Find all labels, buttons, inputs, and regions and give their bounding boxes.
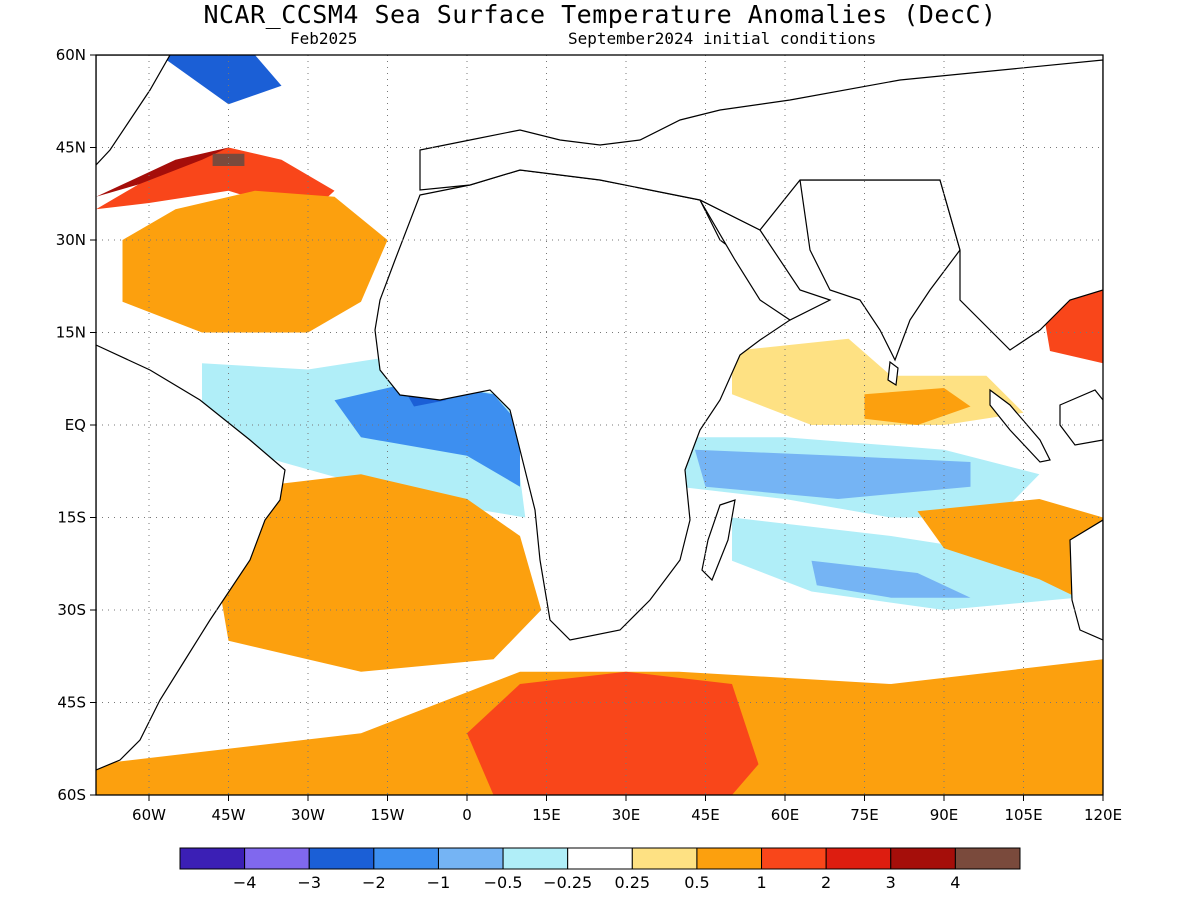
madagascar-coastline xyxy=(701,499,736,582)
colorbar-label: 2 xyxy=(821,873,831,892)
eurasia-coastline xyxy=(419,59,1103,351)
lon-label: 45W xyxy=(212,806,246,824)
lat-label: 60S xyxy=(57,786,86,804)
north-america-coastline xyxy=(96,55,171,166)
lon-label: 90E xyxy=(930,806,959,824)
colorbar-label: −3 xyxy=(297,873,321,892)
colorbar-swatch xyxy=(502,847,569,870)
longitude-labels: 60W 45W 30W 15W 0 15E 30E 45E 60E 75E 90E 105E 120E xyxy=(132,795,1122,824)
colorbar-label: −0.5 xyxy=(484,873,523,892)
anomaly-fields xyxy=(96,55,1103,795)
anomaly-region-agulhas-return xyxy=(467,671,759,795)
colorbar-swatch xyxy=(244,847,310,870)
lon-label: 0 xyxy=(462,806,472,824)
anomaly-region-labrador-sea xyxy=(159,55,282,105)
colorbar-swatch xyxy=(825,847,892,870)
lat-label: 60N xyxy=(56,46,86,64)
colorbar-swatch xyxy=(954,847,1021,870)
colorbar-swatch xyxy=(373,847,439,870)
lon-label: 105E xyxy=(1004,806,1042,824)
colorbar-label: −4 xyxy=(233,873,257,892)
lon-label: 60W xyxy=(132,806,166,824)
colorbar-label: 1 xyxy=(756,873,766,892)
colorbar-label: −0.25 xyxy=(543,873,592,892)
colorbar-swatch xyxy=(696,847,763,870)
anomaly-region-south-atlantic xyxy=(212,474,542,672)
anomaly-region-south-indian-core xyxy=(811,560,971,598)
anomaly-region-gulf-of-guinea xyxy=(334,381,520,487)
colorbar-swatch xyxy=(631,847,698,870)
sri-lanka-coastline xyxy=(887,360,899,387)
lat-label: 15S xyxy=(57,509,86,527)
anomaly-region-south-indian-band xyxy=(732,517,1077,610)
lon-label: 120E xyxy=(1084,806,1122,824)
australia-coastline xyxy=(1069,519,1103,641)
colorbar-label: 0.5 xyxy=(684,873,709,892)
anomaly-region-gulf-stream-core xyxy=(96,147,229,197)
south-america-coastline xyxy=(96,344,286,771)
lon-label: 60E xyxy=(771,806,800,824)
sumatra-coastline xyxy=(989,388,1051,463)
colorbar-label: 3 xyxy=(886,873,896,892)
colorbar-label: 4 xyxy=(950,873,960,892)
colorbar-swatch xyxy=(761,847,827,870)
anomaly-region-southeast-indian xyxy=(917,499,1103,610)
colorbar-swatch xyxy=(179,847,246,870)
colorbar-swatch xyxy=(437,847,504,870)
colorbar-label: −1 xyxy=(427,873,451,892)
lat-label: EQ xyxy=(65,416,86,434)
lat-label: 15N xyxy=(56,324,86,342)
lon-label: 15W xyxy=(371,806,405,824)
anomaly-region-central-indian-core xyxy=(694,449,971,499)
colorbar-swatch xyxy=(308,847,375,870)
arabia-coastline xyxy=(698,198,832,321)
colorbar-label: 0.25 xyxy=(614,873,650,892)
valid-month-label: Feb2025 xyxy=(290,29,358,48)
lon-label: 30E xyxy=(612,806,641,824)
anomaly-region-north-atlantic-subtropics xyxy=(122,190,388,333)
init-conditions-label: September2024 initial conditions xyxy=(568,29,877,48)
lon-label: 15E xyxy=(532,806,561,824)
map-title: NCAR_CCSM4 Sea Surface Temperature Anoma… xyxy=(203,0,997,29)
colorbar-label: −2 xyxy=(362,873,386,892)
lat-label: 30N xyxy=(56,231,86,249)
lon-label: 30W xyxy=(291,806,325,824)
lon-label: 45E xyxy=(691,806,720,824)
lat-label: 30S xyxy=(57,601,86,619)
lat-label: 45N xyxy=(56,139,86,157)
anomaly-region-gulf-stream-peak xyxy=(212,153,245,166)
lon-label: 75E xyxy=(850,806,879,824)
color-legend: −4 −3 −2 −1 −0.5 −0.25 0.25 0.5 1 2 3 4 xyxy=(179,847,1021,892)
latitude-labels: 60N 45N 30N 15N EQ 15S 30S 45S 60S xyxy=(56,46,96,804)
borneo-coastline xyxy=(1059,389,1103,446)
colorbar-swatch xyxy=(890,847,956,870)
land-masses xyxy=(96,55,1103,771)
lat-label: 45S xyxy=(57,694,86,712)
colorbar-swatch xyxy=(567,847,633,870)
